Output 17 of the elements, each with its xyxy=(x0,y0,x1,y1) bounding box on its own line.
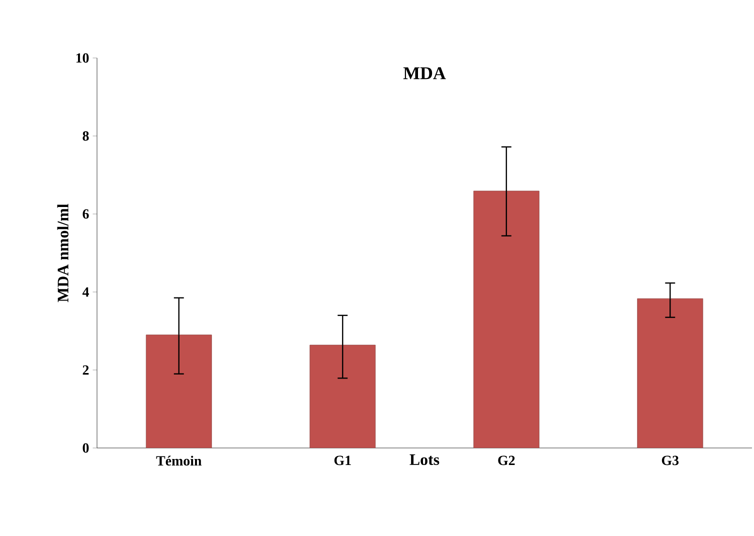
x-tick-label: G2 xyxy=(498,456,515,466)
bar xyxy=(637,298,704,448)
y-tick-label: 6 xyxy=(82,209,89,219)
bar xyxy=(473,190,540,448)
y-tick-label: 10 xyxy=(76,53,89,63)
y-tick-label: 0 xyxy=(82,443,89,453)
x-tick-label: G1 xyxy=(334,456,351,466)
y-tick-label: 2 xyxy=(82,365,89,375)
chart-title: MDA xyxy=(403,67,446,80)
y-tick-label: 4 xyxy=(82,287,89,297)
x-tick-label: G3 xyxy=(662,456,679,466)
x-axis-title: Lots xyxy=(410,454,440,466)
bar xyxy=(310,344,376,448)
y-axis-title: MDA nmol/ml xyxy=(57,204,68,302)
y-tick-label: 8 xyxy=(82,131,89,141)
bar xyxy=(146,334,212,448)
x-tick-label: Témoin xyxy=(156,456,202,466)
